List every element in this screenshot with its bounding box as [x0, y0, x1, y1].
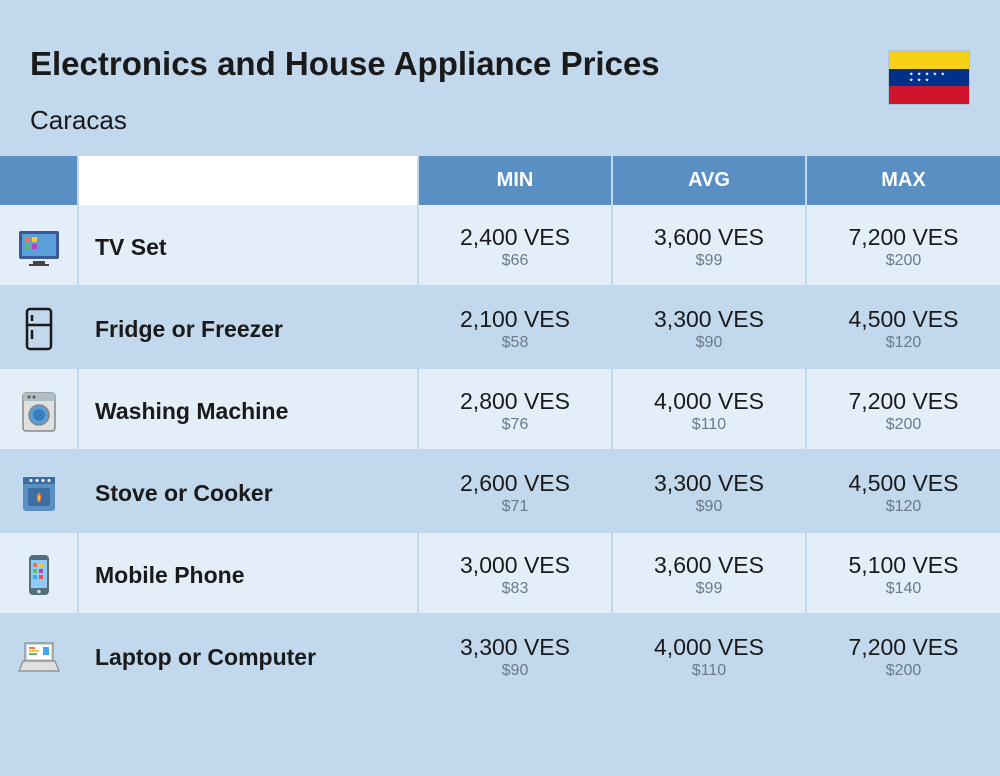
- item-name: Stove or Cooker: [78, 450, 418, 532]
- stove-icon: [0, 450, 78, 532]
- value-main: 7,200 VES: [807, 388, 1000, 415]
- value-avg: 4,000 VES$110: [612, 614, 806, 696]
- value-main: 7,200 VES: [807, 634, 1000, 661]
- header-name-col: [78, 156, 418, 205]
- value-min: 2,800 VES$76: [418, 368, 612, 450]
- value-sub: $120: [807, 498, 1000, 516]
- value-sub: $110: [613, 416, 805, 434]
- value-max: 5,100 VES$140: [806, 532, 1000, 614]
- value-sub: $200: [807, 416, 1000, 434]
- phone-icon: [0, 532, 78, 614]
- table-row: Fridge or Freezer2,100 VES$583,300 VES$9…: [0, 286, 1000, 368]
- page-title: Electronics and House Appliance Prices: [30, 45, 888, 83]
- value-avg: 3,300 VES$90: [612, 450, 806, 532]
- value-sub: $99: [613, 252, 805, 270]
- value-main: 4,000 VES: [613, 388, 805, 415]
- value-min: 3,000 VES$83: [418, 532, 612, 614]
- header-avg: AVG: [612, 156, 806, 205]
- value-avg: 4,000 VES$110: [612, 368, 806, 450]
- tv-icon: [0, 205, 78, 286]
- table-row: Washing Machine2,800 VES$764,000 VES$110…: [0, 368, 1000, 450]
- item-name: TV Set: [78, 205, 418, 286]
- value-sub: $200: [807, 662, 1000, 680]
- item-name: Fridge or Freezer: [78, 286, 418, 368]
- value-sub: $90: [613, 334, 805, 352]
- value-main: 2,600 VES: [419, 470, 611, 497]
- page-container: Electronics and House Appliance Prices C…: [0, 0, 1000, 697]
- value-main: 4,000 VES: [613, 634, 805, 661]
- header-max: MAX: [806, 156, 1000, 205]
- value-sub: $110: [613, 662, 805, 680]
- washing-icon: [0, 368, 78, 450]
- value-avg: 3,600 VES$99: [612, 205, 806, 286]
- value-sub: $120: [807, 334, 1000, 352]
- value-max: 4,500 VES$120: [806, 450, 1000, 532]
- value-sub: $83: [419, 580, 611, 598]
- value-sub: $71: [419, 498, 611, 516]
- value-avg: 3,600 VES$99: [612, 532, 806, 614]
- price-table: MIN AVG MAX TV Set2,400 VES$663,600 VES$…: [0, 156, 1000, 697]
- table-row: Stove or Cooker2,600 VES$713,300 VES$904…: [0, 450, 1000, 532]
- fridge-icon: [0, 286, 78, 368]
- value-main: 3,300 VES: [419, 634, 611, 661]
- value-min: 2,600 VES$71: [418, 450, 612, 532]
- table-row: Laptop or Computer3,300 VES$904,000 VES$…: [0, 614, 1000, 696]
- value-max: 7,200 VES$200: [806, 614, 1000, 696]
- value-sub: $76: [419, 416, 611, 434]
- value-main: 4,500 VES: [807, 470, 1000, 497]
- flag-stars: ★ ★ ★ ★ ★ ★ ★ ★: [909, 71, 949, 83]
- flag-stripe-red: [889, 86, 969, 104]
- value-sub: $90: [419, 662, 611, 680]
- table-row: Mobile Phone3,000 VES$833,600 VES$995,10…: [0, 532, 1000, 614]
- value-main: 3,300 VES: [613, 470, 805, 497]
- value-sub: $99: [613, 580, 805, 598]
- value-sub: $200: [807, 252, 1000, 270]
- value-min: 3,300 VES$90: [418, 614, 612, 696]
- value-main: 3,600 VES: [613, 552, 805, 579]
- item-name: Laptop or Computer: [78, 614, 418, 696]
- value-main: 7,200 VES: [807, 224, 1000, 251]
- value-min: 2,100 VES$58: [418, 286, 612, 368]
- page-header: Electronics and House Appliance Prices C…: [0, 0, 1000, 156]
- laptop-icon: [0, 614, 78, 696]
- value-avg: 3,300 VES$90: [612, 286, 806, 368]
- value-main: 3,300 VES: [613, 306, 805, 333]
- item-name: Mobile Phone: [78, 532, 418, 614]
- header-icon-col: [0, 156, 78, 205]
- value-main: 3,000 VES: [419, 552, 611, 579]
- flag-stripe-yellow: [889, 51, 969, 69]
- flag-stripe-blue: ★ ★ ★ ★ ★ ★ ★ ★: [889, 69, 969, 87]
- value-min: 2,400 VES$66: [418, 205, 612, 286]
- value-sub: $90: [613, 498, 805, 516]
- value-sub: $140: [807, 580, 1000, 598]
- page-subtitle: Caracas: [30, 105, 888, 136]
- value-sub: $66: [419, 252, 611, 270]
- value-max: 7,200 VES$200: [806, 368, 1000, 450]
- value-sub: $58: [419, 334, 611, 352]
- value-main: 5,100 VES: [807, 552, 1000, 579]
- value-max: 4,500 VES$120: [806, 286, 1000, 368]
- value-main: 2,400 VES: [419, 224, 611, 251]
- item-name: Washing Machine: [78, 368, 418, 450]
- header-text-block: Electronics and House Appliance Prices C…: [30, 45, 888, 136]
- value-main: 2,100 VES: [419, 306, 611, 333]
- table-header-row: MIN AVG MAX: [0, 156, 1000, 205]
- header-min: MIN: [418, 156, 612, 205]
- value-main: 2,800 VES: [419, 388, 611, 415]
- table-row: TV Set2,400 VES$663,600 VES$997,200 VES$…: [0, 205, 1000, 286]
- value-max: 7,200 VES$200: [806, 205, 1000, 286]
- value-main: 4,500 VES: [807, 306, 1000, 333]
- venezuela-flag-icon: ★ ★ ★ ★ ★ ★ ★ ★: [888, 50, 970, 105]
- value-main: 3,600 VES: [613, 224, 805, 251]
